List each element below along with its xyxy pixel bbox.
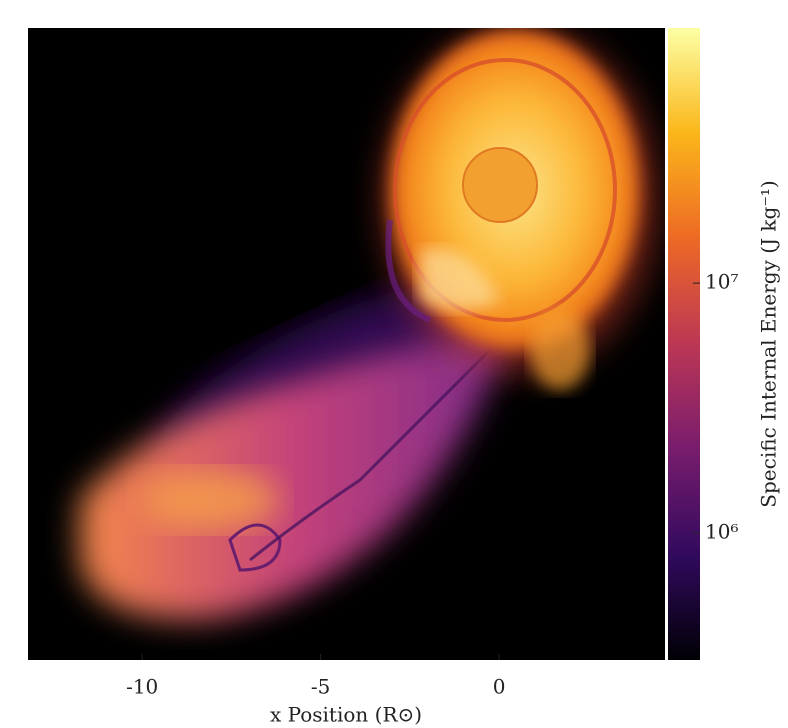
x-tick-label: -5	[311, 675, 330, 699]
x-tick-label: 0	[493, 675, 506, 699]
x-axis-label: x Position (R⊙)	[270, 703, 422, 727]
colorbar	[668, 28, 700, 660]
chart: Specific Internal Energy (J kg⁻¹) x Posi…	[0, 0, 788, 728]
colorbar-tick-label: 10⁶	[705, 519, 738, 543]
x-tick-label: -10	[126, 675, 158, 699]
colorbar-tick-label: 10⁷	[705, 270, 738, 294]
colorbar-label: Specific Internal Energy (J kg⁻¹)	[757, 180, 781, 507]
heatmap-image	[28, 25, 665, 660]
